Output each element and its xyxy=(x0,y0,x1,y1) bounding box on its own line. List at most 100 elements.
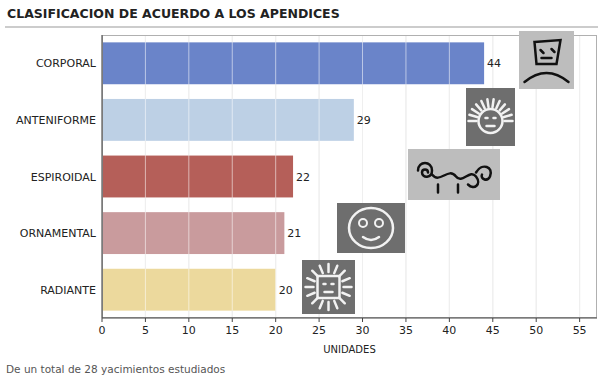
x-tick xyxy=(405,318,406,322)
icon-background xyxy=(302,260,355,314)
grid-line-overlay xyxy=(579,35,580,318)
bars xyxy=(102,35,580,318)
bar xyxy=(102,42,484,84)
petroglyph-icons xyxy=(302,31,574,314)
petroglyph-icon xyxy=(302,260,355,314)
grid-line xyxy=(188,35,189,318)
icon-stroke xyxy=(320,266,323,273)
grid xyxy=(102,35,580,318)
x-tick-label: 30 xyxy=(356,324,370,337)
icon-stroke xyxy=(318,276,340,298)
petroglyph-icon xyxy=(337,203,405,253)
category-label: RADIANTE xyxy=(40,284,96,297)
petroglyph-icon xyxy=(408,149,500,200)
icon-stroke xyxy=(359,219,367,227)
icon-stroke xyxy=(418,163,432,177)
x-tick xyxy=(232,318,233,322)
y-axis-line xyxy=(102,35,103,318)
icon-stroke xyxy=(469,115,477,117)
grid-line xyxy=(405,35,406,318)
icon-background xyxy=(408,149,500,200)
x-tick xyxy=(362,318,363,322)
x-tick-label: 10 xyxy=(182,324,196,337)
icon-stroke xyxy=(307,278,314,281)
x-tick-label: 25 xyxy=(312,324,326,337)
icon-stroke xyxy=(324,284,334,292)
footnote: De un total de 28 yacimientos estudiados xyxy=(6,363,225,375)
petroglyph-icon xyxy=(519,31,574,89)
icon-stroke xyxy=(342,278,349,281)
x-tick xyxy=(145,318,146,322)
icon-stroke xyxy=(505,120,513,123)
icon-stroke xyxy=(500,104,505,110)
x-tick xyxy=(188,318,189,322)
icon-stroke xyxy=(496,101,499,108)
category-label: CORPORAL xyxy=(36,57,97,70)
icon-stroke xyxy=(486,118,496,126)
icon-background xyxy=(337,203,405,253)
chart-title: CLASIFICACION DE ACUERDO A LOS APENDICES xyxy=(7,6,340,21)
icon-stroke xyxy=(438,185,458,193)
x-tick xyxy=(449,318,450,322)
x-tick-label: 5 xyxy=(142,324,149,337)
x-tick xyxy=(275,318,276,322)
data-label: 44 xyxy=(487,57,501,70)
grid-line xyxy=(232,35,233,318)
icon-background xyxy=(466,88,515,146)
x-axis-label: UNIDADES xyxy=(323,344,375,355)
icon-stroke xyxy=(327,302,330,310)
grid-line xyxy=(362,35,363,318)
category-label: ORNAMENTAL xyxy=(20,227,97,240)
chart-container: CLASIFICACION DE ACUERDO A LOS APENDICES… xyxy=(0,0,603,382)
icon-stroke xyxy=(327,264,330,272)
icon-stroke xyxy=(504,115,512,117)
icon-stroke xyxy=(363,237,379,240)
bar xyxy=(102,212,284,254)
icon-stroke xyxy=(541,49,555,53)
icon-stroke xyxy=(481,101,484,108)
data-label: 21 xyxy=(287,227,301,240)
x-tick-label: 20 xyxy=(269,324,283,337)
icon-background xyxy=(519,31,574,89)
icon-stroke xyxy=(542,57,552,60)
grid-line xyxy=(275,35,276,318)
icon-stroke xyxy=(339,271,345,277)
x-tick xyxy=(102,318,103,322)
bar xyxy=(102,99,354,141)
x-tick xyxy=(536,318,537,322)
grid-line xyxy=(102,35,103,318)
icon-stroke xyxy=(479,109,503,133)
title-rule xyxy=(5,27,598,28)
icon-stroke xyxy=(306,286,314,289)
icon-stroke xyxy=(334,266,337,273)
icon-stroke xyxy=(334,301,337,308)
x-tick-label: 50 xyxy=(529,324,543,337)
icon-stroke xyxy=(502,109,509,113)
x-tick-label: 55 xyxy=(573,324,587,337)
x-tick xyxy=(492,318,493,322)
bar xyxy=(102,156,293,198)
grid-line-overlay xyxy=(275,35,276,318)
icon-stroke xyxy=(307,293,314,296)
icon-stroke xyxy=(492,99,493,107)
icon-stroke xyxy=(472,109,479,113)
grid-line-overlay xyxy=(188,35,189,318)
x-tick-label: 15 xyxy=(225,324,239,337)
icon-stroke xyxy=(320,301,323,308)
icon-stroke xyxy=(469,120,477,123)
icon-stroke xyxy=(525,73,569,82)
icon-stroke xyxy=(476,104,481,110)
x-tick-label: 40 xyxy=(442,324,456,337)
x-tick xyxy=(319,318,320,322)
icon-stroke xyxy=(535,40,561,64)
category-label: ESPIROIDAL xyxy=(31,171,97,184)
grid-line-overlay xyxy=(362,35,363,318)
x-axis-line xyxy=(102,318,597,319)
icon-stroke xyxy=(375,219,383,227)
data-label: 22 xyxy=(296,171,310,184)
icon-stroke xyxy=(349,208,393,248)
category-label: ANTENIFORME xyxy=(16,114,96,127)
x-tick-label: 45 xyxy=(486,324,500,337)
icon-stroke xyxy=(476,167,491,180)
data-label: 20 xyxy=(279,284,293,297)
